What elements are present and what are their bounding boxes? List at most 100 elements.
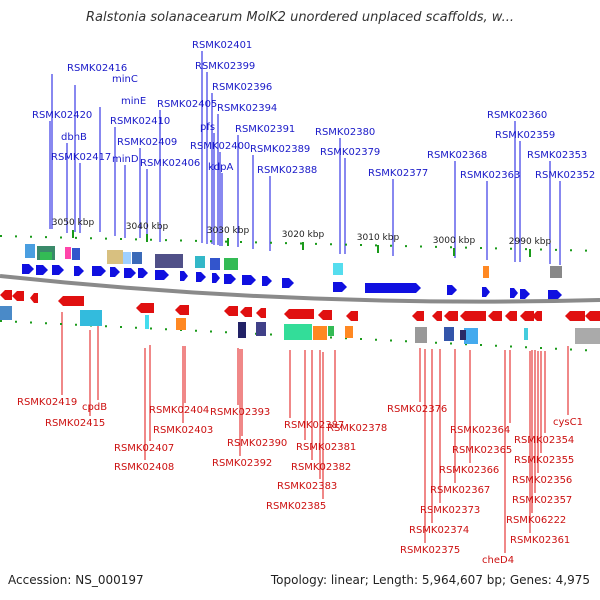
forward-gene-arrow: [212, 273, 220, 283]
scale-dot: [345, 243, 347, 246]
feature-block: [460, 330, 466, 340]
bottom-gene-label: RSMK02382: [291, 462, 351, 473]
scale-dot: [465, 343, 467, 346]
scale-dot: [555, 248, 557, 251]
scale-dot: [15, 235, 17, 238]
feature-block: [132, 252, 142, 264]
top-gene-label: minC: [112, 74, 138, 85]
forward-gene-arrow: [333, 282, 347, 292]
scale-dot: [270, 241, 272, 244]
bottom-gene-label: RSMK02381: [296, 442, 356, 453]
bottom-gene-label: RSMK02392: [212, 458, 272, 469]
feature-block: [72, 248, 80, 260]
reverse-gene-arrow: [12, 291, 24, 301]
feature-block: [464, 328, 478, 344]
scale-dot: [255, 241, 257, 244]
genome-backbone: [0, 274, 600, 304]
top-gene-label: RSMK02368: [427, 150, 487, 161]
scale-dot: [60, 323, 62, 325]
reverse-gene-arrow: [488, 311, 502, 321]
scale-dot: [0, 320, 2, 322]
forward-gene-arrow: [138, 268, 148, 278]
reverse-gene-arrow: [346, 311, 358, 321]
scale-dot: [105, 237, 107, 240]
top-gene-label: RSMK02388: [257, 165, 317, 176]
top-gene-label: RSMK02396: [212, 82, 272, 93]
bottom-gene-label: RSMK02374: [409, 525, 469, 536]
top-gene-label: RSMK02352: [535, 170, 595, 181]
forward-gene-arrow: [92, 266, 106, 276]
bottom-gene-label: RSMK02357: [512, 495, 572, 506]
forward-gene-arrow: [548, 290, 562, 300]
top-gene-label: RSMK02420: [32, 110, 92, 121]
scale-tick-label: 3010 kbp: [357, 233, 400, 243]
scale-dot: [390, 339, 392, 342]
forward-gene-arrow: [447, 285, 457, 295]
top-gene-label: dbhB: [61, 132, 87, 143]
scale-dot: [135, 326, 137, 329]
feature-block: [483, 266, 489, 278]
reverse-gene-arrow: [432, 311, 442, 321]
scale-dot: [555, 347, 557, 350]
top-gene-label: minE: [121, 96, 146, 107]
scale-dot: [105, 325, 107, 328]
forward-genes: [22, 264, 562, 300]
reverse-gene-arrow: [505, 311, 517, 321]
reverse-gene-arrow: [565, 311, 585, 321]
scale-dot: [195, 239, 197, 242]
feature-block: [107, 250, 123, 264]
top-gene-label: RSMK02360: [487, 110, 547, 121]
reverse-genes: [0, 290, 600, 321]
scale-tick-label: 3000 kbp: [433, 236, 476, 246]
feature-block: [176, 318, 186, 330]
forward-gene-arrow: [282, 278, 294, 288]
bottom-gene-label: RSMK02385: [266, 501, 326, 512]
forward-gene-arrow: [155, 270, 169, 280]
bottom-gene-label: RSMK02393: [210, 407, 270, 418]
top-gene-label: RSMK02380: [315, 127, 375, 138]
scale-dot: [135, 238, 137, 241]
bottom-gene-label: RSMK02419: [17, 397, 77, 408]
reverse-gene-arrow: [412, 311, 424, 321]
reverse-gene-arrow: [30, 293, 38, 303]
scale-dot: [285, 242, 287, 245]
scale-dot: [45, 322, 47, 325]
scale-dot: [435, 341, 437, 344]
bottom-gene-label: cheD4: [482, 555, 514, 566]
feature-block: [224, 258, 238, 270]
bottom-gene-label: cysC1: [553, 417, 583, 428]
forward-gene-arrow: [365, 283, 421, 293]
scale-dot: [210, 240, 212, 243]
scale-dot: [570, 249, 572, 252]
top-gene-label: RSMK02359: [495, 130, 555, 141]
scale-dot: [75, 236, 77, 239]
top-gene-label: RSMK02391: [235, 124, 295, 135]
top-gene-label: RSMK02379: [320, 147, 380, 158]
scale-dot: [75, 323, 77, 326]
bottom-gene-label: RSMK02364: [450, 425, 510, 436]
feature-block: [40, 252, 52, 260]
scale-dot: [375, 244, 377, 247]
feature-block: [444, 327, 454, 341]
top-gene-label: RSMK02409: [117, 137, 177, 148]
scale-dot: [240, 241, 242, 243]
reverse-gene-arrow: [240, 307, 252, 317]
bottom-gene-label: RSMK02355: [514, 455, 574, 466]
scale-dot: [390, 244, 392, 247]
feature-block: [195, 256, 205, 268]
top-gene-label: RSMK02410: [110, 116, 170, 127]
map-title: Ralstonia solanacearum MolK2 unordered u…: [85, 10, 514, 25]
top-gene-label: RSMK02389: [250, 144, 310, 155]
feature-block: [145, 315, 149, 329]
scale-dot: [540, 248, 542, 251]
bottom-gene-label: RSMK02383: [277, 481, 337, 492]
scale-dot: [180, 239, 182, 242]
feature-block: [313, 326, 327, 340]
top-gene-label: RSMK02394: [217, 103, 277, 114]
feature-block: [575, 328, 600, 344]
scale-tick-label: 3050 kbp: [52, 218, 95, 228]
top-gene-label: RSMK02405: [157, 99, 217, 110]
scale-dot: [120, 238, 122, 240]
bottom-callout-lines: [61, 312, 569, 553]
feature-block: [333, 263, 343, 275]
